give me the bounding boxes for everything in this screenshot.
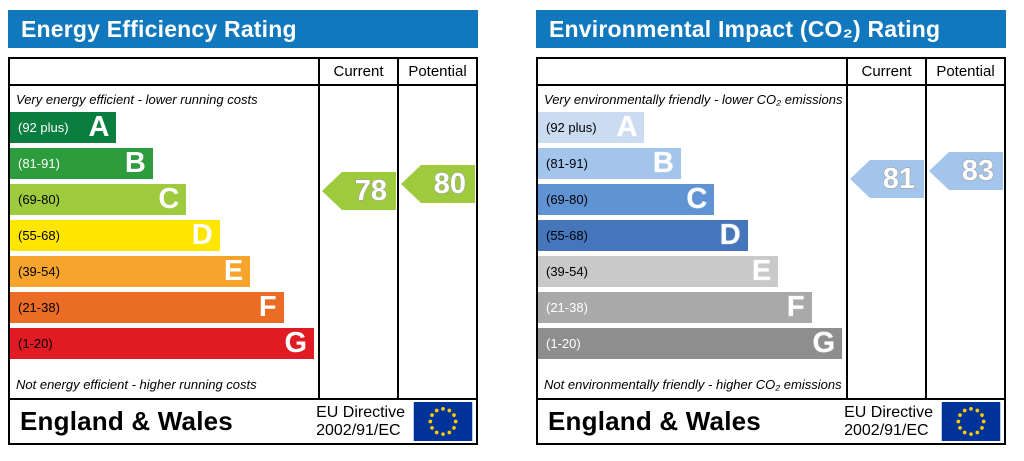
band-letter: A bbox=[616, 111, 638, 143]
eu-flag-icon bbox=[413, 402, 473, 441]
band-f: (21-38) F bbox=[538, 292, 812, 323]
region-label: England & Wales bbox=[20, 406, 233, 436]
band-range-label: (81-91) bbox=[18, 156, 60, 171]
band-c: (69-80) C bbox=[10, 183, 187, 215]
band-letter: G bbox=[812, 327, 835, 359]
potential-rating-value: 80 bbox=[433, 167, 466, 200]
band-letter: B bbox=[124, 147, 146, 179]
eu-directive-label: EU Directive 2002/91/EC bbox=[844, 404, 933, 440]
top-note: Very environmentally friendly - lower CO… bbox=[544, 92, 843, 107]
band-letter: A bbox=[88, 111, 110, 143]
current-column-header: Current bbox=[846, 59, 925, 84]
band-letter: C bbox=[158, 183, 180, 215]
table-footer: England & Wales EU Directive 2002/91/EC bbox=[538, 398, 1004, 443]
rating-scale: Very energy efficient - lower running co… bbox=[10, 86, 318, 398]
current-rating-value: 81 bbox=[882, 162, 915, 195]
eu-directive-line1: EU Directive bbox=[844, 403, 933, 421]
header-spacer bbox=[10, 59, 318, 84]
top-note: Very energy efficient - lower running co… bbox=[16, 92, 258, 107]
band-range-label: (92 plus) bbox=[546, 120, 597, 135]
eu-directive-line2: 2002/91/EC bbox=[316, 421, 401, 439]
energy-efficiency-chart: Energy Efficiency Rating Current Potenti… bbox=[8, 10, 478, 445]
band-letter: F bbox=[258, 291, 277, 323]
potential-value-column: 80 bbox=[397, 86, 476, 398]
chart-title: Energy Efficiency Rating bbox=[21, 15, 297, 42]
rating-bands: (92 plus) A (81-91) B (69-80) C (55-68 bbox=[538, 112, 846, 359]
rating-table: Current Potential Very energy efficient … bbox=[8, 57, 478, 445]
band-letter: G bbox=[284, 327, 307, 359]
band-range-label: (92 plus) bbox=[18, 120, 69, 135]
band-letter: F bbox=[786, 291, 805, 323]
chart-title-bar: Energy Efficiency Rating bbox=[8, 10, 478, 48]
band-b: (81-91) B bbox=[538, 148, 681, 179]
band-range-label: (39-54) bbox=[546, 264, 588, 279]
current-column-header: Current bbox=[318, 59, 397, 84]
band-b: (81-91) B bbox=[10, 148, 153, 179]
band-range-label: (1-20) bbox=[546, 336, 581, 351]
current-value-column: 81 bbox=[846, 86, 925, 398]
band-g: (1-20) G bbox=[10, 328, 314, 359]
band-letter: B bbox=[652, 147, 674, 179]
band-letter: C bbox=[686, 183, 708, 215]
current-rating-value: 78 bbox=[354, 174, 387, 207]
potential-column-header: Potential bbox=[397, 59, 476, 84]
band-range-label: (1-20) bbox=[18, 336, 53, 351]
current-rating-arrow: 81 bbox=[850, 160, 924, 198]
chart-title-bar: Environmental Impact (CO₂) Rating bbox=[536, 10, 1006, 48]
band-a: (92 plus) A bbox=[10, 111, 117, 143]
band-range-label: (21-38) bbox=[18, 300, 60, 315]
band-range-label: (81-91) bbox=[546, 156, 588, 171]
band-a: (92 plus) A bbox=[538, 111, 645, 143]
region-label: England & Wales bbox=[548, 406, 761, 436]
rating-scale: Very environmentally friendly - lower CO… bbox=[538, 86, 846, 398]
environmental-impact-chart: Environmental Impact (CO₂) Rating Curren… bbox=[536, 10, 1006, 445]
potential-rating-value: 83 bbox=[961, 154, 994, 187]
band-letter: E bbox=[223, 255, 244, 287]
table-body: Very environmentally friendly - lower CO… bbox=[538, 86, 1004, 398]
potential-rating-arrow: 83 bbox=[929, 152, 1003, 190]
bottom-note: Not environmentally friendly - higher CO… bbox=[544, 377, 842, 392]
header-spacer bbox=[538, 59, 846, 84]
band-letter: D bbox=[719, 219, 741, 251]
potential-rating-arrow: 80 bbox=[401, 165, 475, 203]
table-body: Very energy efficient - lower running co… bbox=[10, 86, 476, 398]
band-e: (39-54) E bbox=[10, 255, 251, 287]
potential-column-header: Potential bbox=[925, 59, 1004, 84]
eu-directive-label: EU Directive 2002/91/EC bbox=[316, 404, 405, 440]
chart-title: Environmental Impact (CO₂) Rating bbox=[549, 15, 941, 42]
eu-directive-line1: EU Directive bbox=[316, 403, 405, 421]
rating-bands: (92 plus) A (81-91) B (69-80) C (55-68 bbox=[10, 112, 318, 359]
current-rating-arrow: 78 bbox=[322, 172, 396, 210]
band-letter: E bbox=[751, 255, 772, 287]
band-f: (21-38) F bbox=[10, 292, 284, 323]
band-range-label: (69-80) bbox=[18, 192, 60, 207]
table-header-row: Current Potential bbox=[538, 59, 1004, 86]
potential-value-column: 83 bbox=[925, 86, 1004, 398]
current-value-column: 78 bbox=[318, 86, 397, 398]
band-c: (69-80) C bbox=[538, 183, 715, 215]
band-d: (55-68) D bbox=[10, 220, 220, 251]
band-e: (39-54) E bbox=[538, 255, 779, 287]
band-g: (1-20) G bbox=[538, 328, 842, 359]
table-footer: England & Wales EU Directive 2002/91/EC bbox=[10, 398, 476, 443]
eu-directive-line2: 2002/91/EC bbox=[844, 421, 929, 439]
band-range-label: (55-68) bbox=[18, 228, 60, 243]
band-d: (55-68) D bbox=[538, 220, 748, 251]
eu-flag-icon bbox=[941, 402, 1001, 441]
band-range-label: (21-38) bbox=[546, 300, 588, 315]
bottom-note: Not energy efficient - higher running co… bbox=[16, 377, 257, 392]
band-letter: D bbox=[191, 219, 213, 251]
band-range-label: (39-54) bbox=[18, 264, 60, 279]
rating-table: Current Potential Very environmentally f… bbox=[536, 57, 1006, 445]
table-header-row: Current Potential bbox=[10, 59, 476, 86]
band-range-label: (55-68) bbox=[546, 228, 588, 243]
band-range-label: (69-80) bbox=[546, 192, 588, 207]
